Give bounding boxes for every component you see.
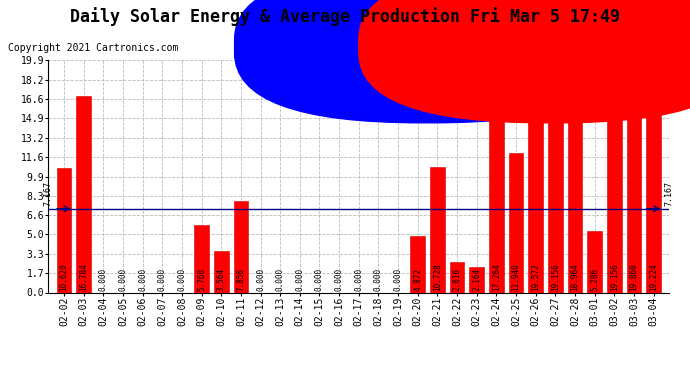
Text: Average(kWh): Average(kWh) bbox=[433, 41, 514, 51]
Text: 0.000: 0.000 bbox=[158, 268, 167, 291]
Text: 2.164: 2.164 bbox=[472, 268, 481, 291]
Bar bbox=[548, 69, 562, 292]
Text: 5.760: 5.760 bbox=[197, 268, 206, 291]
Bar bbox=[469, 267, 484, 292]
Bar bbox=[529, 64, 543, 292]
Text: 19.572: 19.572 bbox=[531, 264, 540, 291]
Text: 19.156: 19.156 bbox=[610, 264, 619, 291]
Text: 0.000: 0.000 bbox=[393, 268, 402, 291]
Text: 0.000: 0.000 bbox=[99, 268, 108, 291]
Text: 7.167: 7.167 bbox=[664, 182, 674, 206]
Text: 19.224: 19.224 bbox=[649, 264, 658, 291]
Bar bbox=[233, 201, 248, 292]
Text: 3.564: 3.564 bbox=[217, 268, 226, 291]
Text: 0.000: 0.000 bbox=[315, 268, 324, 291]
Bar bbox=[77, 96, 91, 292]
Text: 0.000: 0.000 bbox=[335, 268, 344, 291]
Text: 10.728: 10.728 bbox=[433, 264, 442, 291]
Text: 7.167: 7.167 bbox=[43, 182, 53, 206]
Text: 0.000: 0.000 bbox=[138, 268, 147, 291]
Text: 5.286: 5.286 bbox=[590, 268, 599, 291]
Bar bbox=[627, 60, 641, 292]
FancyBboxPatch shape bbox=[235, 0, 620, 123]
Bar bbox=[509, 153, 524, 292]
Text: 17.264: 17.264 bbox=[492, 264, 501, 291]
Text: 0.000: 0.000 bbox=[354, 268, 364, 291]
Text: 0.000: 0.000 bbox=[119, 268, 128, 291]
Bar bbox=[489, 91, 504, 292]
Text: 0.000: 0.000 bbox=[177, 268, 186, 291]
Bar bbox=[194, 225, 209, 292]
Text: 18.964: 18.964 bbox=[571, 264, 580, 291]
Text: 2.616: 2.616 bbox=[453, 268, 462, 291]
Bar bbox=[57, 168, 71, 292]
Bar bbox=[568, 71, 582, 292]
Bar bbox=[450, 262, 464, 292]
Bar bbox=[607, 69, 622, 292]
Text: 0.000: 0.000 bbox=[374, 268, 383, 291]
Bar bbox=[587, 231, 602, 292]
Text: 0.000: 0.000 bbox=[276, 268, 285, 291]
Text: 0.000: 0.000 bbox=[295, 268, 304, 291]
Text: Daily(kWh): Daily(kWh) bbox=[558, 41, 625, 51]
Text: 4.872: 4.872 bbox=[413, 268, 422, 291]
Text: 11.940: 11.940 bbox=[511, 264, 520, 291]
Text: 19.860: 19.860 bbox=[629, 264, 638, 291]
Text: 0.000: 0.000 bbox=[256, 268, 265, 291]
Bar bbox=[214, 251, 228, 292]
Text: 7.856: 7.856 bbox=[237, 268, 246, 291]
Text: 10.620: 10.620 bbox=[59, 264, 68, 291]
Text: Daily Solar Energy & Average Production Fri Mar 5 17:49: Daily Solar Energy & Average Production … bbox=[70, 8, 620, 27]
Bar bbox=[647, 68, 661, 292]
Text: 19.156: 19.156 bbox=[551, 264, 560, 291]
Bar bbox=[411, 236, 425, 292]
FancyBboxPatch shape bbox=[359, 0, 690, 123]
Text: Copyright 2021 Cartronics.com: Copyright 2021 Cartronics.com bbox=[8, 43, 179, 53]
Bar bbox=[430, 167, 445, 292]
Text: 16.784: 16.784 bbox=[79, 264, 88, 291]
